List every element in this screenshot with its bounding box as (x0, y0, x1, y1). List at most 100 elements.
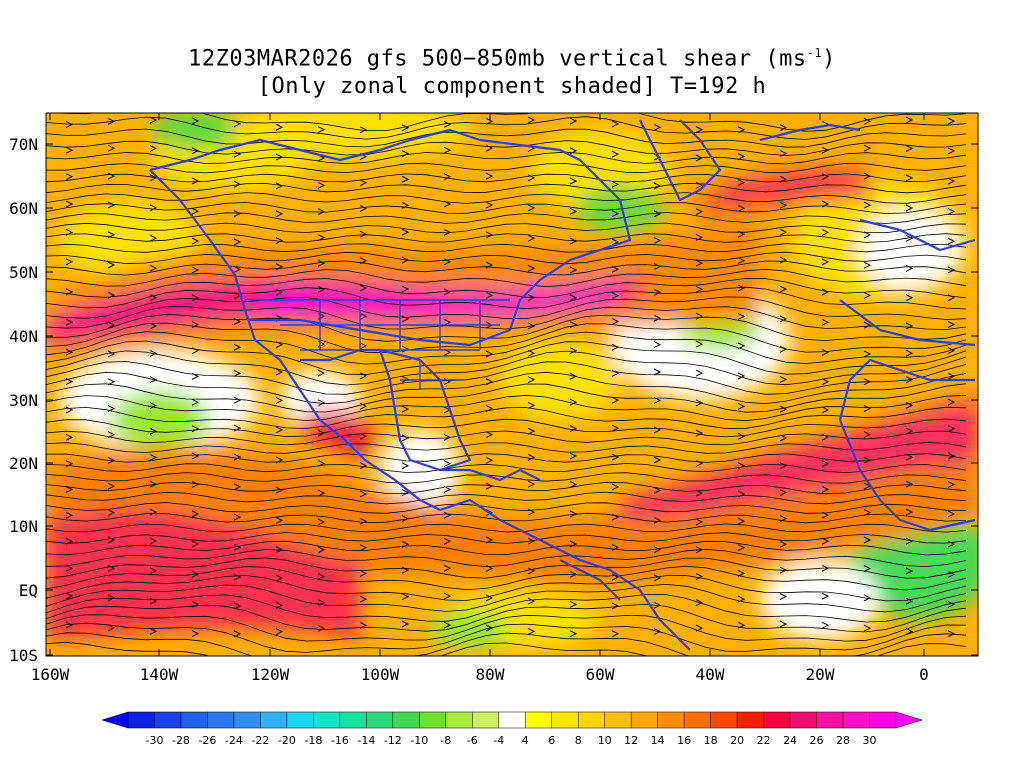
arrowhead (653, 546, 662, 554)
arrowhead (737, 284, 746, 292)
arrowhead (653, 153, 662, 161)
arrowhead (317, 459, 326, 467)
arrowhead (695, 312, 704, 320)
arrowhead (443, 200, 452, 208)
colorbar-label: 22 (757, 734, 771, 747)
arrowhead (317, 518, 326, 526)
streamline (46, 472, 967, 484)
arrowhead (611, 453, 620, 461)
lon-label: 20W (806, 665, 835, 684)
coastline (378, 348, 472, 472)
arrowhead (485, 261, 494, 269)
arrowhead (737, 517, 746, 525)
arrowhead (569, 600, 578, 608)
arrowhead (821, 258, 830, 266)
colorbar-swatch (604, 711, 632, 729)
arrowhead (695, 429, 704, 437)
arrowhead (233, 453, 242, 461)
arrowhead (317, 599, 326, 607)
arrowhead (485, 624, 494, 632)
arrowhead (863, 172, 872, 180)
arrowhead (149, 349, 158, 357)
arrowhead (737, 569, 746, 577)
arrowhead (779, 566, 788, 574)
colorbar-label: -8 (440, 734, 451, 747)
arrowhead (401, 256, 410, 264)
arrowhead (569, 481, 578, 488)
colorbar-swatch (789, 711, 817, 729)
streamline (46, 340, 967, 375)
arrowhead (821, 621, 830, 629)
arrowhead (695, 208, 704, 216)
colorbar-label: -6 (467, 734, 478, 747)
arrowhead (821, 146, 830, 154)
arrowhead (233, 543, 242, 551)
colorbar-label: -16 (331, 734, 349, 747)
arrowhead (233, 318, 242, 325)
arrowhead (275, 574, 284, 582)
streamline (46, 383, 967, 413)
arrowhead (443, 120, 452, 128)
arrowhead (779, 201, 788, 209)
arrowhead (905, 480, 914, 488)
colorbar-label: 30 (863, 734, 877, 747)
arrowhead (905, 116, 914, 124)
streamline (46, 481, 967, 495)
arrowhead (947, 266, 956, 274)
arrowhead (653, 426, 662, 434)
arrowhead (821, 200, 830, 208)
arrowhead (905, 145, 914, 152)
arrowhead (149, 537, 158, 545)
arrowhead (443, 486, 452, 493)
arrowhead (191, 540, 200, 548)
arrowhead (359, 490, 368, 498)
arrowhead (359, 312, 368, 320)
colorbar-swatch (524, 711, 552, 729)
arrowhead (611, 238, 620, 246)
arrowhead (905, 234, 914, 242)
arrowhead (947, 425, 956, 433)
lon-label: 80W (476, 665, 505, 684)
arrowhead (527, 480, 536, 488)
arrowhead (947, 207, 956, 215)
arrowhead (905, 537, 914, 545)
arrowhead (65, 258, 74, 266)
arrowhead (527, 294, 536, 302)
arrowhead (359, 462, 368, 470)
arrowhead (317, 208, 326, 216)
streamline (46, 350, 967, 386)
arrowhead (149, 376, 158, 384)
arrowhead (779, 620, 788, 628)
arrowhead (275, 456, 284, 464)
arrowhead (863, 624, 872, 632)
arrowhead (275, 182, 284, 190)
arrowhead (359, 570, 368, 577)
arrowhead (107, 172, 116, 180)
streamline (46, 322, 967, 354)
colorbar-swatch (313, 711, 341, 729)
arrowhead (569, 630, 578, 638)
arrowhead (317, 429, 326, 437)
arrowhead (275, 628, 284, 636)
arrowhead (863, 231, 872, 239)
arrowhead (359, 230, 368, 238)
arrowhead (527, 508, 536, 516)
arrowhead (863, 350, 872, 358)
arrowhead (695, 126, 704, 134)
arrowhead (443, 288, 452, 296)
arrowhead (275, 546, 284, 554)
streamline (46, 212, 967, 224)
streamline (46, 296, 967, 320)
streamline (46, 192, 967, 204)
arrowhead (317, 369, 326, 377)
arrowhead (569, 117, 578, 125)
arrowhead (527, 402, 536, 409)
coastline (838, 358, 975, 421)
arrowhead (401, 515, 410, 523)
arrowhead (905, 597, 914, 605)
streamline (46, 523, 967, 533)
arrowhead (107, 624, 116, 632)
arrowhead (275, 426, 284, 434)
arrowhead (779, 434, 788, 442)
